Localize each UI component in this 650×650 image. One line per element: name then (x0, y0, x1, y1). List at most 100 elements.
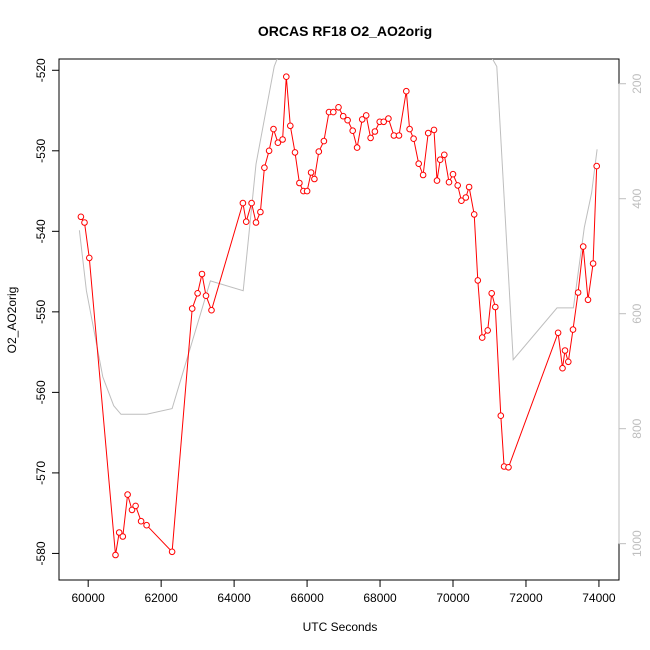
chart-title: ORCAS RF18 O2_AO2orig (258, 23, 432, 39)
y-axis-title: O2_AO2orig (5, 287, 19, 354)
series-0-point (584, 296, 592, 304)
series-0-point (559, 364, 566, 372)
series-0-point (358, 116, 366, 123)
series-0-point (81, 219, 88, 226)
series-0-point (296, 179, 303, 187)
series-0-point (430, 126, 438, 134)
series-0-point (287, 122, 294, 130)
series-0-point (252, 219, 260, 226)
y2-tick-label: 800 (630, 418, 644, 438)
series-0-point (143, 521, 150, 529)
series-0-point (554, 329, 562, 337)
series-0-point (291, 149, 299, 156)
series-0-point (168, 548, 176, 556)
series-1-line (78, 59, 598, 415)
series-0-point (574, 289, 582, 296)
x-tick-label: 66000 (290, 591, 324, 605)
series-0-point (344, 116, 351, 124)
series-0-point (579, 243, 587, 250)
series-0-point (77, 213, 85, 221)
plot-frame (58, 58, 620, 581)
series-0-point (339, 112, 347, 120)
series-0-point (303, 187, 311, 195)
series-layer (77, 59, 601, 559)
series-0-point (194, 290, 201, 297)
series-0-point (492, 303, 499, 311)
series-0-point (112, 551, 119, 559)
x-tick-label: 64000 (217, 591, 251, 605)
series-0-point (353, 144, 361, 151)
series-0-point (283, 73, 290, 80)
series-0-point (415, 160, 423, 167)
series-0-point (445, 178, 453, 186)
series-0-point (330, 108, 337, 116)
secondary-y-axis: 200 400 600 800 1000 (618, 73, 644, 557)
series-0-point (565, 358, 572, 366)
series-0-point (265, 147, 273, 155)
x-tick-label: 72000 (509, 591, 543, 605)
series-0-point (119, 533, 127, 540)
series-0-point (202, 292, 210, 300)
series-0-point (239, 199, 247, 207)
series-0-point (242, 218, 250, 225)
series-0-point (257, 208, 264, 216)
series-0-point (188, 305, 196, 312)
series-0-point (137, 517, 145, 525)
x-tick-label: 60000 (71, 591, 105, 605)
series-0-point (484, 327, 492, 334)
y2-tick-label: 400 (630, 188, 644, 208)
series-0-point (208, 306, 215, 314)
x-tick-label: 70000 (436, 591, 470, 605)
series-0-point (441, 151, 448, 159)
series-0-point (449, 170, 457, 178)
series-0-point (320, 137, 328, 145)
y-tick-label: -560 (34, 380, 48, 404)
series-0-point (385, 115, 392, 122)
series-0-point (86, 254, 93, 262)
series-0-point (478, 334, 486, 341)
series-0-point (458, 197, 465, 204)
series-0-point (362, 112, 370, 119)
series-0-point (128, 506, 136, 514)
series-0-point (395, 132, 403, 139)
series-0-point (115, 529, 123, 536)
series-0-line (80, 76, 598, 556)
series-0-point (470, 211, 478, 218)
series-0-point (132, 502, 139, 510)
series-0-point (593, 162, 601, 170)
y-tick-label: -520 (34, 58, 48, 82)
y-tick-label: -530 (34, 138, 48, 162)
series-0-point (380, 118, 388, 126)
series-0-point (371, 128, 379, 135)
series-0-point (433, 177, 441, 184)
series-0-point (410, 135, 417, 142)
series-0-point (462, 194, 470, 201)
series-0-point (270, 125, 277, 133)
y-tick-label: -580 (34, 541, 48, 565)
series-0-point (505, 464, 512, 471)
series-0-point (349, 127, 357, 134)
series-0-point (124, 491, 131, 498)
series-0-point (335, 104, 342, 111)
series-0-point (436, 156, 444, 163)
series-0-point (561, 347, 569, 354)
series-0-point (406, 125, 413, 133)
y2-tick-label: 600 (630, 303, 644, 323)
y2-tick-label: 200 (630, 73, 644, 93)
series-0-point (454, 182, 462, 189)
x-axis-title: UTC Seconds (303, 620, 378, 634)
series-0-point (279, 136, 286, 143)
series-0-point (367, 134, 374, 142)
y-tick-label: -550 (34, 300, 48, 324)
series-0-point (424, 129, 432, 137)
series-0-point (311, 175, 318, 183)
series-0-point (497, 412, 505, 420)
series-0-point (589, 260, 597, 267)
series-0-point (569, 326, 577, 333)
series-0-point (274, 139, 282, 146)
y-tick-label: -570 (34, 461, 48, 485)
series-0-point (198, 270, 206, 278)
series-0-point (419, 171, 427, 179)
x-tick-label: 74000 (582, 591, 616, 605)
y-axis: -580 -570 -560 -550 -540 -530 -520 (34, 58, 60, 565)
